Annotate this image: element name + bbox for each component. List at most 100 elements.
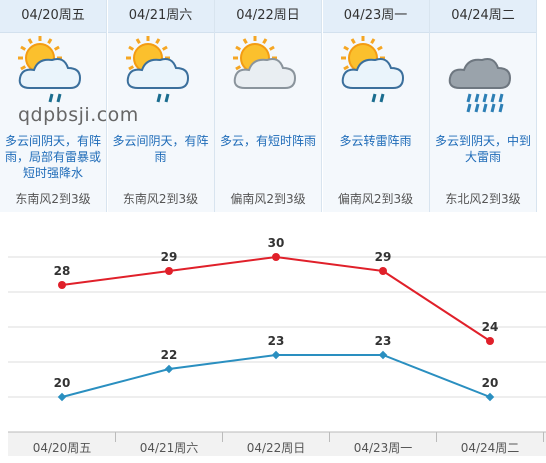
day-description: 多云间阴天，有阵雨，局部有雷暴或短时强降水 (4, 134, 101, 180)
forecast-panel: 04/20周五 多云间阴天，有阵雨，局部有雷暴或短时强降水 东南风2到3级 04/21… (0, 0, 546, 213)
point (378, 350, 388, 360)
day-wind: 偏南风2到3级 (337, 192, 414, 206)
data-label: 29 (375, 250, 392, 264)
rain-drop (156, 93, 161, 103)
rain-drop (371, 93, 376, 103)
day-column: 04/23周一多云转雷阵雨 偏南风2到3级 (322, 0, 430, 212)
day-date: 04/23周一 (322, 0, 429, 33)
point (164, 364, 174, 374)
day-column: 04/21周六 多云间阴天，有阵雨东南风2到3级 (107, 0, 215, 212)
day-description: 多云间阴天，有阵雨 (112, 134, 209, 164)
x-tick-label: 04/23周一 (354, 441, 413, 455)
cloud (126, 58, 189, 89)
sun-ray (342, 45, 349, 51)
weather-icon (340, 36, 404, 103)
sun-ray (369, 38, 375, 45)
point (272, 253, 280, 261)
data-label: 20 (54, 376, 71, 390)
sun-ray (262, 38, 268, 45)
day-description: 多云转雷阵雨 (339, 134, 412, 148)
sun-ray (235, 45, 242, 51)
sun-ray (27, 38, 33, 45)
sun-ray (20, 65, 27, 71)
sun-ray (235, 65, 242, 71)
point (58, 281, 66, 289)
weather-icon (18, 36, 82, 103)
sun-ray (127, 65, 134, 71)
cloud-shape (448, 58, 512, 89)
rain-drop (48, 93, 54, 103)
temperature-chart: 04/20周五 04/21周六 04/22周日 04/23周一 04/24周二 28 29 3… (8, 236, 546, 456)
day-column: 04/24周二 多云到阴天，中到大雷雨东北风2到3级 (430, 0, 537, 212)
point (486, 337, 494, 345)
day-wind: 东南风2到3级 (122, 192, 199, 206)
day-column: 04/22周日多云，有短时阵雨 偏南风2到3级 (215, 0, 322, 212)
point (379, 267, 387, 275)
cloud (341, 58, 404, 89)
cloud-shape (126, 58, 189, 89)
rain-drop (474, 93, 480, 103)
day-description: 多云，有短时阵雨 (219, 134, 316, 148)
rain-drop (466, 93, 472, 103)
x-tick-label: 04/24周二 (461, 441, 520, 455)
weather-icon (125, 36, 189, 103)
day-wind: 东北风2到3级 (445, 192, 521, 206)
point (165, 267, 173, 275)
temperature-line (61, 354, 491, 398)
cloud-shape (18, 58, 82, 89)
point (271, 350, 281, 360)
data-label: 22 (161, 348, 178, 362)
data-label: 24 (482, 320, 499, 334)
sun-ray (154, 38, 160, 45)
sun-ray (135, 38, 141, 45)
x-tick-label: 04/21周六 (140, 441, 199, 455)
day-wind: 偏南风2到3级 (230, 192, 306, 206)
data-label: 20 (482, 376, 499, 390)
data-label: 23 (375, 334, 392, 348)
weather-icon (448, 58, 512, 113)
cloud (233, 58, 297, 89)
data-label: 29 (161, 250, 178, 264)
sun-ray (53, 45, 60, 51)
sun-ray (161, 45, 168, 51)
day-description: 多云到阴天，中到大雷雨 (434, 134, 531, 164)
day-date: 04/21周六 (107, 0, 214, 33)
rain-drop (490, 103, 496, 113)
rain-drop (466, 103, 472, 113)
rain-drop (498, 93, 504, 103)
day-column: 04/20周五多云间阴天，有阵雨，局部有雷暴或短时强降水东南风2到3级 (0, 0, 107, 212)
sun-ray (350, 38, 356, 45)
rain-drop (474, 103, 480, 113)
rain-drop (379, 93, 384, 103)
rain-drop (490, 93, 496, 103)
day-date: 04/22周日 (215, 0, 321, 33)
sun-ray (47, 38, 53, 45)
rain-drop (56, 93, 62, 103)
day-wind: 东南风2到3级 (15, 192, 91, 206)
sun-ray (20, 45, 27, 51)
cloud (448, 58, 512, 89)
x-tick-label: 04/20周五 (33, 441, 92, 455)
sun-ray (242, 38, 248, 45)
weather-icon (233, 36, 297, 89)
cloud-shape (233, 58, 297, 89)
rain-drop (482, 103, 488, 113)
x-tick-label: 04/22周日 (247, 441, 306, 455)
point (57, 392, 67, 402)
day-date: 04/24周二 (430, 0, 536, 33)
sun-ray (376, 45, 383, 51)
cloud (18, 58, 82, 89)
x-axis-band (8, 432, 546, 456)
rain-drop (498, 103, 504, 113)
day-date: 04/20周五 (0, 0, 106, 33)
temperature-line (61, 255, 491, 342)
point (485, 392, 495, 402)
data-label: 23 (268, 334, 285, 348)
sun-ray (268, 45, 275, 51)
rain-drop (482, 93, 488, 103)
rain-drop (164, 93, 169, 103)
data-label: 30 (268, 236, 285, 250)
watermark: qdpbsji.com (18, 104, 139, 126)
data-label: 28 (54, 264, 71, 278)
